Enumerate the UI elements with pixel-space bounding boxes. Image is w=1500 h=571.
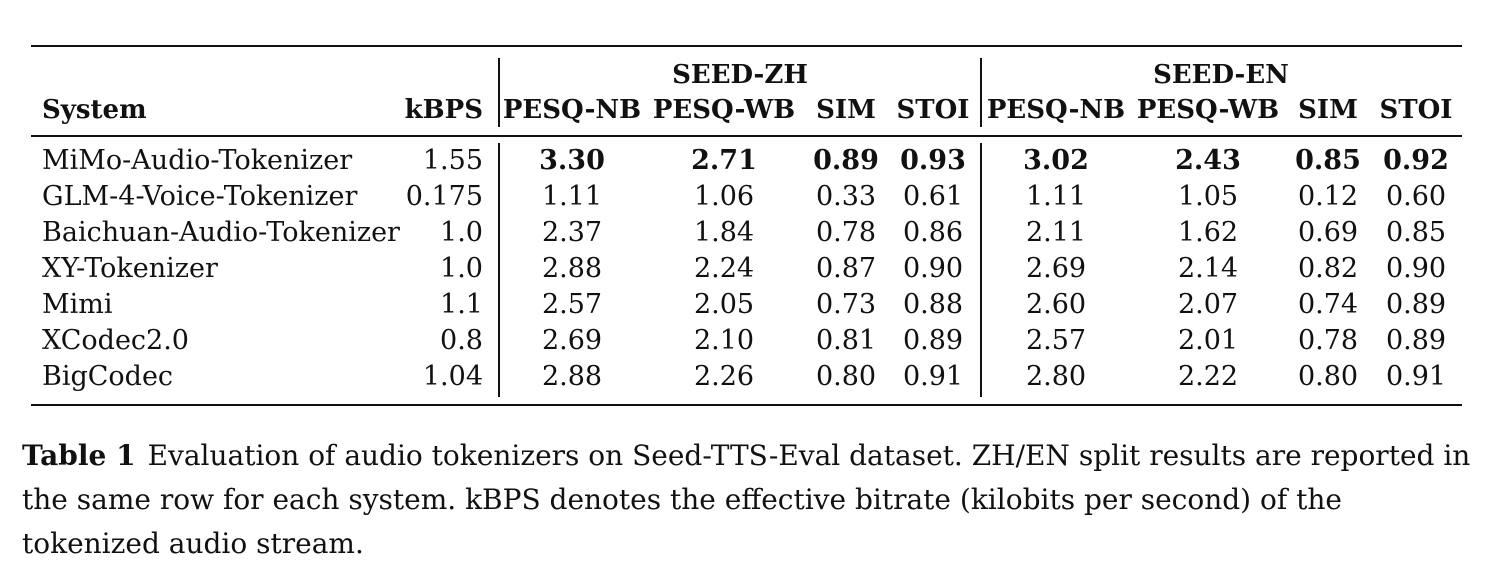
cell-zh-sim: 0.78 [815,217,877,248]
cell-zh-pesq-wb: 2.71 [691,145,757,176]
cell-zh-pesq-nb: 2.37 [541,217,603,248]
cell-zh-stoi: 0.88 [902,289,964,320]
cell-en-sim: 0.80 [1297,361,1359,392]
cell-en-stoi: 0.89 [1385,325,1447,356]
cell-en-pesq-nb: 2.60 [1025,289,1087,320]
cell-en-sim: 0.85 [1295,145,1361,176]
cell-en-pesq-nb: 1.11 [1025,181,1087,212]
cell-zh-pesq-nb: 2.69 [541,325,603,356]
row-kbps: 1.55 [422,145,483,176]
column-header-en-stoi: STOI [1379,95,1453,125]
row-kbps: 1.0 [440,253,483,284]
row-kbps: 1.1 [440,289,483,320]
cell-zh-pesq-nb: 1.11 [541,181,603,212]
cell-en-pesq-nb: 3.02 [1023,145,1089,176]
cell-zh-stoi: 0.93 [900,145,966,176]
cell-zh-pesq-wb: 1.06 [693,181,755,212]
column-header-en-sim: SIM [1298,95,1358,125]
cell-en-pesq-wb: 2.01 [1177,325,1239,356]
column-header-zh-pesq-wb: PESQ-WB [652,95,796,125]
cell-zh-sim: 0.87 [815,253,877,284]
cell-en-pesq-wb: 2.14 [1177,253,1239,284]
cell-en-pesq-wb: 1.62 [1177,217,1239,248]
row-kbps: 0.8 [440,325,483,356]
row-system-name: Mimi [42,289,113,320]
cell-en-stoi: 0.92 [1383,145,1449,176]
cell-zh-pesq-nb: 2.57 [541,289,603,320]
bottom-rule [31,404,1462,406]
cell-zh-stoi: 0.90 [902,253,964,284]
divider-kbps-header [498,58,500,127]
row-kbps: 1.04 [422,361,483,392]
cell-en-stoi: 0.90 [1385,253,1447,284]
row-system-name: XY-Tokenizer [42,253,218,284]
column-header-en-pesq-nb: PESQ-NB [986,95,1126,125]
cell-en-pesq-wb: 2.22 [1177,361,1239,392]
cell-en-sim: 0.82 [1297,253,1359,284]
cell-en-pesq-nb: 2.11 [1025,217,1087,248]
column-header-en-pesq-wb: PESQ-WB [1136,95,1280,125]
cell-en-stoi: 0.89 [1385,289,1447,320]
cell-zh-sim: 0.73 [815,289,877,320]
cell-zh-stoi: 0.89 [902,325,964,356]
row-kbps: 0.175 [405,181,483,212]
row-system-name: XCodec2.0 [42,325,189,356]
row-kbps: 1.0 [440,217,483,248]
divider-kbps-body [498,143,500,397]
row-system-name: Baichuan-Audio-Tokenizer [42,217,400,248]
cell-en-pesq-wb: 2.43 [1175,145,1241,176]
table-caption: Table 1 Evaluation of audio tokenizers on… [22,434,1472,566]
cell-en-stoi: 0.60 [1385,181,1447,212]
caption-text: Evaluation of audio tokenizers on Seed-T… [22,439,1471,560]
column-header-zh-pesq-nb: PESQ-NB [502,95,642,125]
cell-zh-pesq-wb: 2.10 [693,325,755,356]
divider-zh-en-header [980,58,982,127]
header-rule [31,135,1462,137]
group-header-seed-zh: SEED-ZH [672,60,808,90]
divider-zh-en-body [980,143,982,397]
column-header-zh-sim: SIM [816,95,876,125]
cell-en-stoi: 0.91 [1385,361,1447,392]
cell-zh-sim: 0.33 [815,181,877,212]
group-header-seed-en: SEED-EN [1153,60,1289,90]
cell-en-sim: 0.69 [1297,217,1359,248]
cell-zh-sim: 0.81 [815,325,877,356]
cell-en-pesq-wb: 2.07 [1177,289,1239,320]
row-system-name: BigCodec [42,361,174,392]
caption-label: Table 1 [22,439,136,472]
cell-en-pesq-nb: 2.80 [1025,361,1087,392]
cell-en-pesq-wb: 1.05 [1177,181,1239,212]
cell-zh-stoi: 0.91 [902,361,964,392]
cell-zh-stoi: 0.61 [902,181,964,212]
column-header-zh-stoi: STOI [896,95,970,125]
cell-en-stoi: 0.85 [1385,217,1447,248]
top-rule [31,45,1462,47]
row-system-name: MiMo-Audio-Tokenizer [42,145,353,176]
cell-zh-pesq-wb: 2.26 [693,361,755,392]
cell-zh-sim: 0.89 [813,145,879,176]
cell-zh-pesq-wb: 2.05 [693,289,755,320]
column-header-kbps: kBPS [404,95,483,125]
cell-zh-stoi: 0.86 [902,217,964,248]
cell-en-sim: 0.74 [1297,289,1359,320]
row-system-name: GLM-4-Voice-Tokenizer [42,181,358,212]
cell-en-pesq-nb: 2.69 [1025,253,1087,284]
cell-zh-pesq-wb: 1.84 [693,217,755,248]
column-header-system: System [42,95,147,125]
cell-zh-pesq-wb: 2.24 [693,253,755,284]
cell-en-pesq-nb: 2.57 [1025,325,1087,356]
cell-zh-pesq-nb: 2.88 [541,361,603,392]
cell-en-sim: 0.12 [1297,181,1359,212]
cell-en-sim: 0.78 [1297,325,1359,356]
cell-zh-pesq-nb: 2.88 [541,253,603,284]
cell-zh-sim: 0.80 [815,361,877,392]
cell-zh-pesq-nb: 3.30 [539,145,605,176]
